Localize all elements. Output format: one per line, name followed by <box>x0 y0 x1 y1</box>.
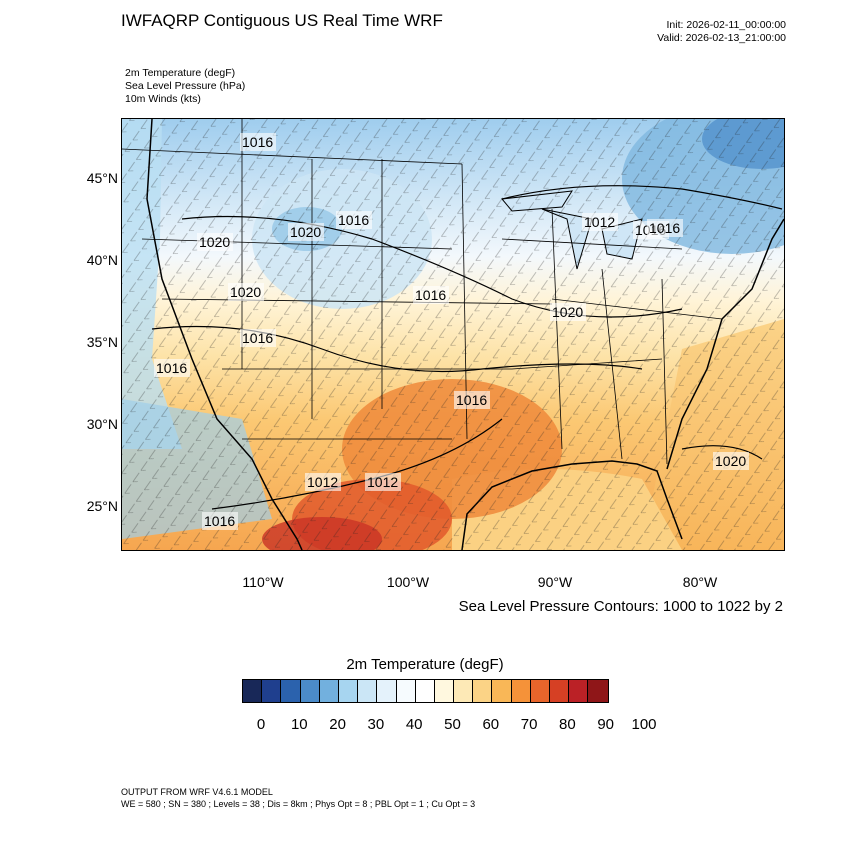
svg-text:1016: 1016 <box>122 119 153 122</box>
lat-label-35: 35°N <box>86 334 118 350</box>
colorbar-swatch <box>243 680 263 702</box>
map-canvas: 1016 1016 1020 1020 1020 1016 1016 1016 … <box>122 119 784 550</box>
colorbar-title: 2m Temperature (degF) <box>346 656 504 673</box>
lat-label-45: 45°N <box>86 170 118 186</box>
svg-text:1020: 1020 <box>715 453 746 469</box>
colorbar-swatch <box>319 680 339 702</box>
lon-label-90w: 90°W <box>537 574 573 590</box>
colorbar-swatch <box>396 680 416 702</box>
wind-barbs <box>122 119 784 550</box>
init-time: Init: 2026-02-11_00:00:00 <box>666 19 786 31</box>
contour-label: 1016 <box>202 512 238 530</box>
svg-text:1016: 1016 <box>649 220 680 236</box>
svg-text:1020: 1020 <box>199 234 230 250</box>
contour-label: 1016 <box>413 286 449 304</box>
colorbar-swatch <box>569 680 589 702</box>
contour-label: 1020 <box>197 233 233 251</box>
colorbar-label: 40 <box>405 716 423 733</box>
contour-label: 1016 <box>154 359 190 377</box>
colorbar-label: 80 <box>559 716 576 733</box>
svg-text:1012: 1012 <box>307 474 338 490</box>
valid-time: Valid: 2026-02-13_21:00:00 <box>657 32 786 44</box>
colorbar-swatch <box>454 680 474 702</box>
colorbar-swatch <box>415 680 435 702</box>
lat-label-30: 30°N <box>86 416 118 432</box>
contour-label: 1020 <box>228 283 264 301</box>
contour-label: 1020 <box>713 452 749 470</box>
svg-text:1016: 1016 <box>338 212 369 228</box>
colorbar-label: 10 <box>290 716 308 733</box>
colorbar-label: 60 <box>482 716 500 733</box>
colorbar-label: 70 <box>520 716 538 733</box>
contour-label: 1016 <box>454 391 490 409</box>
contour-labels: 1016 1016 1020 1020 1020 1016 1016 1016 … <box>122 119 749 530</box>
svg-text:1012: 1012 <box>584 214 615 230</box>
colorbar-swatch <box>511 680 531 702</box>
lon-label-110w: 110°W <box>242 574 284 590</box>
colorbar-swatch <box>434 680 455 702</box>
colorbar-swatch <box>300 680 320 702</box>
colorbar-swatch <box>492 680 512 702</box>
contour-label: 1012 <box>365 473 401 491</box>
colorbar-label: 100 <box>631 716 657 733</box>
weather-map: 1016 1016 1020 1020 1020 1016 1016 1016 … <box>121 118 785 551</box>
svg-text:1012: 1012 <box>367 474 398 490</box>
svg-text:1020: 1020 <box>290 224 321 240</box>
slp-contour-note: Sea Level Pressure Contours: 1000 to 102… <box>458 598 783 615</box>
contour-label: 1012 <box>305 473 341 491</box>
page-title: IWFAQRP Contiguous US Real Time WRF <box>121 11 443 30</box>
lon-label-80w: 80°W <box>682 574 718 590</box>
lat-label-40: 40°N <box>86 252 118 268</box>
contour-label: 1016 <box>122 119 153 122</box>
colorbar-label: 50 <box>444 716 461 733</box>
contour-label-text: 1016 <box>242 134 273 150</box>
colorbar-swatch <box>262 680 282 702</box>
colorbar-swatch <box>358 680 378 702</box>
colorbar-swatch <box>338 680 359 702</box>
variable-label-winds: 10m Winds (kts) <box>125 93 201 105</box>
colorbar-label: 20 <box>329 716 346 733</box>
svg-text:1020: 1020 <box>552 304 583 320</box>
svg-text:1016: 1016 <box>204 513 235 529</box>
colorbar-swatch <box>473 680 493 702</box>
footer-model: OUTPUT FROM WRF V4.6.1 MODEL <box>121 787 273 797</box>
colorbar-label: 30 <box>367 716 385 733</box>
colorbar-swatch <box>377 680 397 702</box>
contour-label: 1016 <box>336 211 372 229</box>
slp-contours <box>151 185 783 510</box>
lat-label-25: 25°N <box>86 498 118 514</box>
footer-config: WE = 580 ; SN = 380 ; Levels = 38 ; Dis … <box>121 799 476 809</box>
contour-label: 1016 <box>647 219 683 237</box>
svg-text:1020: 1020 <box>230 284 261 300</box>
colorbar-swatch <box>281 680 301 702</box>
colorbar-label: 0 <box>256 716 266 733</box>
colorbar-swatch <box>588 680 608 702</box>
svg-text:1016: 1016 <box>456 392 487 408</box>
variable-label-pressure: Sea Level Pressure (hPa) <box>125 80 246 92</box>
contour-label: 1016 <box>240 133 276 151</box>
colorbar-label: 90 <box>597 716 615 733</box>
colorbar <box>242 679 609 703</box>
contour-label: 1016 <box>240 329 276 347</box>
svg-text:1016: 1016 <box>156 360 187 376</box>
svg-text:1016: 1016 <box>242 330 273 346</box>
contour-label: 1020 <box>288 223 324 241</box>
lon-label-100w: 100°W <box>386 574 430 590</box>
contour-label: 1020 <box>550 303 586 321</box>
svg-text:1016: 1016 <box>415 287 446 303</box>
colorbar-swatch <box>550 680 570 702</box>
variable-label-temperature: 2m Temperature (degF) <box>125 67 236 79</box>
colorbar-swatch <box>530 680 550 702</box>
contour-label: 1012 <box>582 213 618 231</box>
